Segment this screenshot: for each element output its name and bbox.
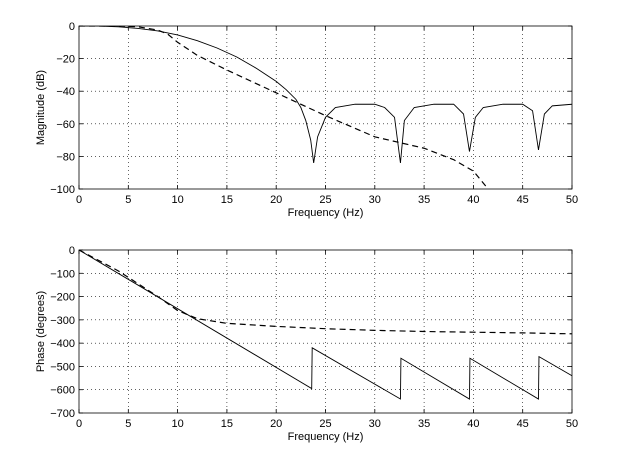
y-tick-label: −100	[50, 184, 75, 196]
y-tick-label: −60	[56, 119, 75, 131]
x-tick-label: 50	[566, 418, 578, 430]
x-axis-label: Frequency (Hz)	[288, 431, 364, 443]
y-tick-label: −500	[50, 361, 75, 373]
y-axis-label: Phase (degrees)	[35, 291, 47, 372]
magnitude-series-dashed-line	[79, 26, 489, 189]
x-tick-label: 20	[270, 418, 282, 430]
x-tick-label: 10	[171, 418, 183, 430]
x-tick-label: 5	[125, 418, 131, 430]
x-tick-label: 25	[319, 194, 331, 206]
y-tick-label: −100	[50, 268, 75, 280]
x-tick-label: 40	[467, 194, 479, 206]
x-tick-label: 40	[467, 418, 479, 430]
phase-series-dashed-line	[79, 250, 572, 335]
y-tick-label: −200	[50, 292, 75, 304]
x-tick-label: 20	[270, 194, 282, 206]
x-tick-label: 25	[319, 418, 331, 430]
y-tick-label: −600	[50, 385, 75, 397]
x-tick-label: 15	[221, 194, 233, 206]
y-tick-label: 0	[69, 21, 75, 33]
x-tick-label: 35	[418, 418, 430, 430]
x-tick-label: 10	[171, 194, 183, 206]
magnitude-series-solid-line	[79, 26, 572, 163]
y-tick-label: 0	[69, 245, 75, 257]
x-tick-label: 35	[418, 194, 430, 206]
x-axis-label: Frequency (Hz)	[288, 207, 364, 219]
x-tick-label: 45	[517, 418, 529, 430]
y-tick-label: −40	[56, 86, 75, 98]
y-tick-label: −400	[50, 338, 75, 350]
y-tick-label: −300	[50, 315, 75, 327]
phase-panel: 0 5 10 15 20 25 30 35 40 45 50 0 −100 −200 −300 −400 −50…	[35, 245, 578, 443]
x-tick-label: 30	[369, 418, 381, 430]
x-tick-label: 30	[369, 194, 381, 206]
y-axis-label: Magnitude (dB)	[35, 70, 47, 145]
x-tick-label: 0	[76, 418, 82, 430]
plot-frame	[78, 249, 573, 414]
magnitude-panel: 0 5 10 15 20 25 30 35 40 45 50 0 −20 −40 −60 −80 −100 Fre…	[35, 21, 578, 219]
y-tick-label: −700	[50, 408, 75, 420]
y-tick-label: −80	[56, 151, 75, 163]
x-tick-label: 5	[125, 194, 131, 206]
y-tick-label: −20	[56, 54, 75, 66]
x-tick-label: 0	[76, 194, 82, 206]
phase-series-solid-line	[79, 250, 572, 400]
x-tick-label: 50	[566, 194, 578, 206]
plot-frame	[78, 25, 573, 190]
x-tick-label: 15	[221, 418, 233, 430]
x-tick-label: 45	[517, 194, 529, 206]
